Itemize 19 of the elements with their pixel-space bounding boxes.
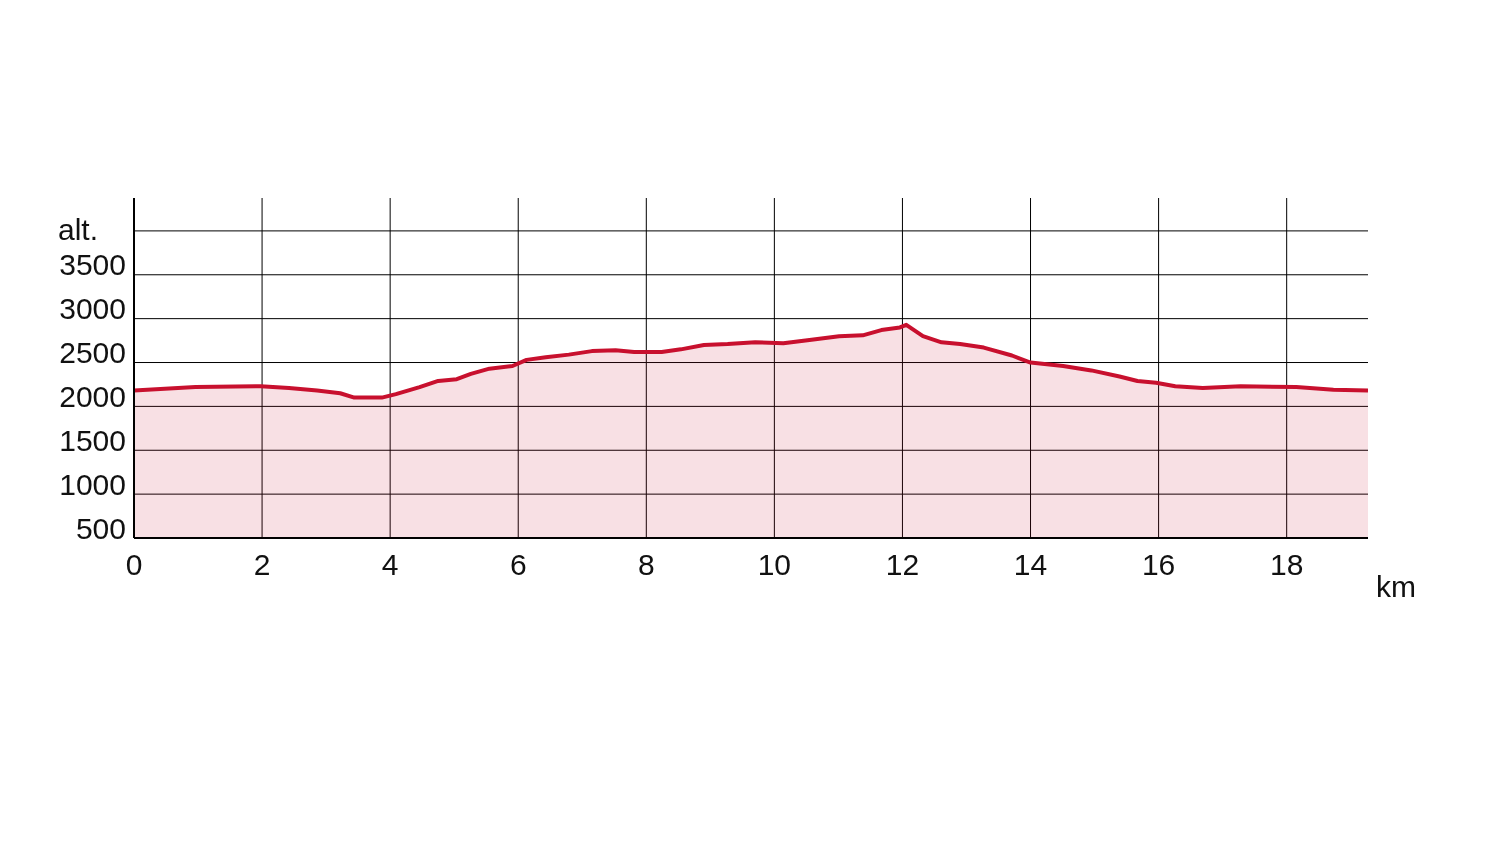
x-axis-title: km [1376,570,1416,604]
x-tick-label: 0 [125,548,143,582]
y-tick-label: 3500 [59,248,126,282]
y-tick-label: 1000 [59,467,126,501]
y-tick-label: 500 [75,511,126,545]
y-tick-label: 2500 [59,336,126,370]
y-axis-title: alt. [58,213,99,247]
y-tick-label: 1500 [59,423,126,457]
x-tick-label: 2 [253,548,271,582]
x-tick-label: 4 [381,548,399,582]
x-tick-label: 14 [1013,548,1048,582]
x-tick-label: 10 [757,548,792,582]
y-tick-label: 2000 [59,380,126,414]
x-tick-label: 6 [509,548,527,582]
y-tick-label: 3000 [59,292,126,326]
x-tick-label: 18 [1269,548,1304,582]
x-tick-label: 8 [637,548,655,582]
x-tick-label: 12 [885,548,920,582]
x-tick-label: 16 [1141,548,1176,582]
